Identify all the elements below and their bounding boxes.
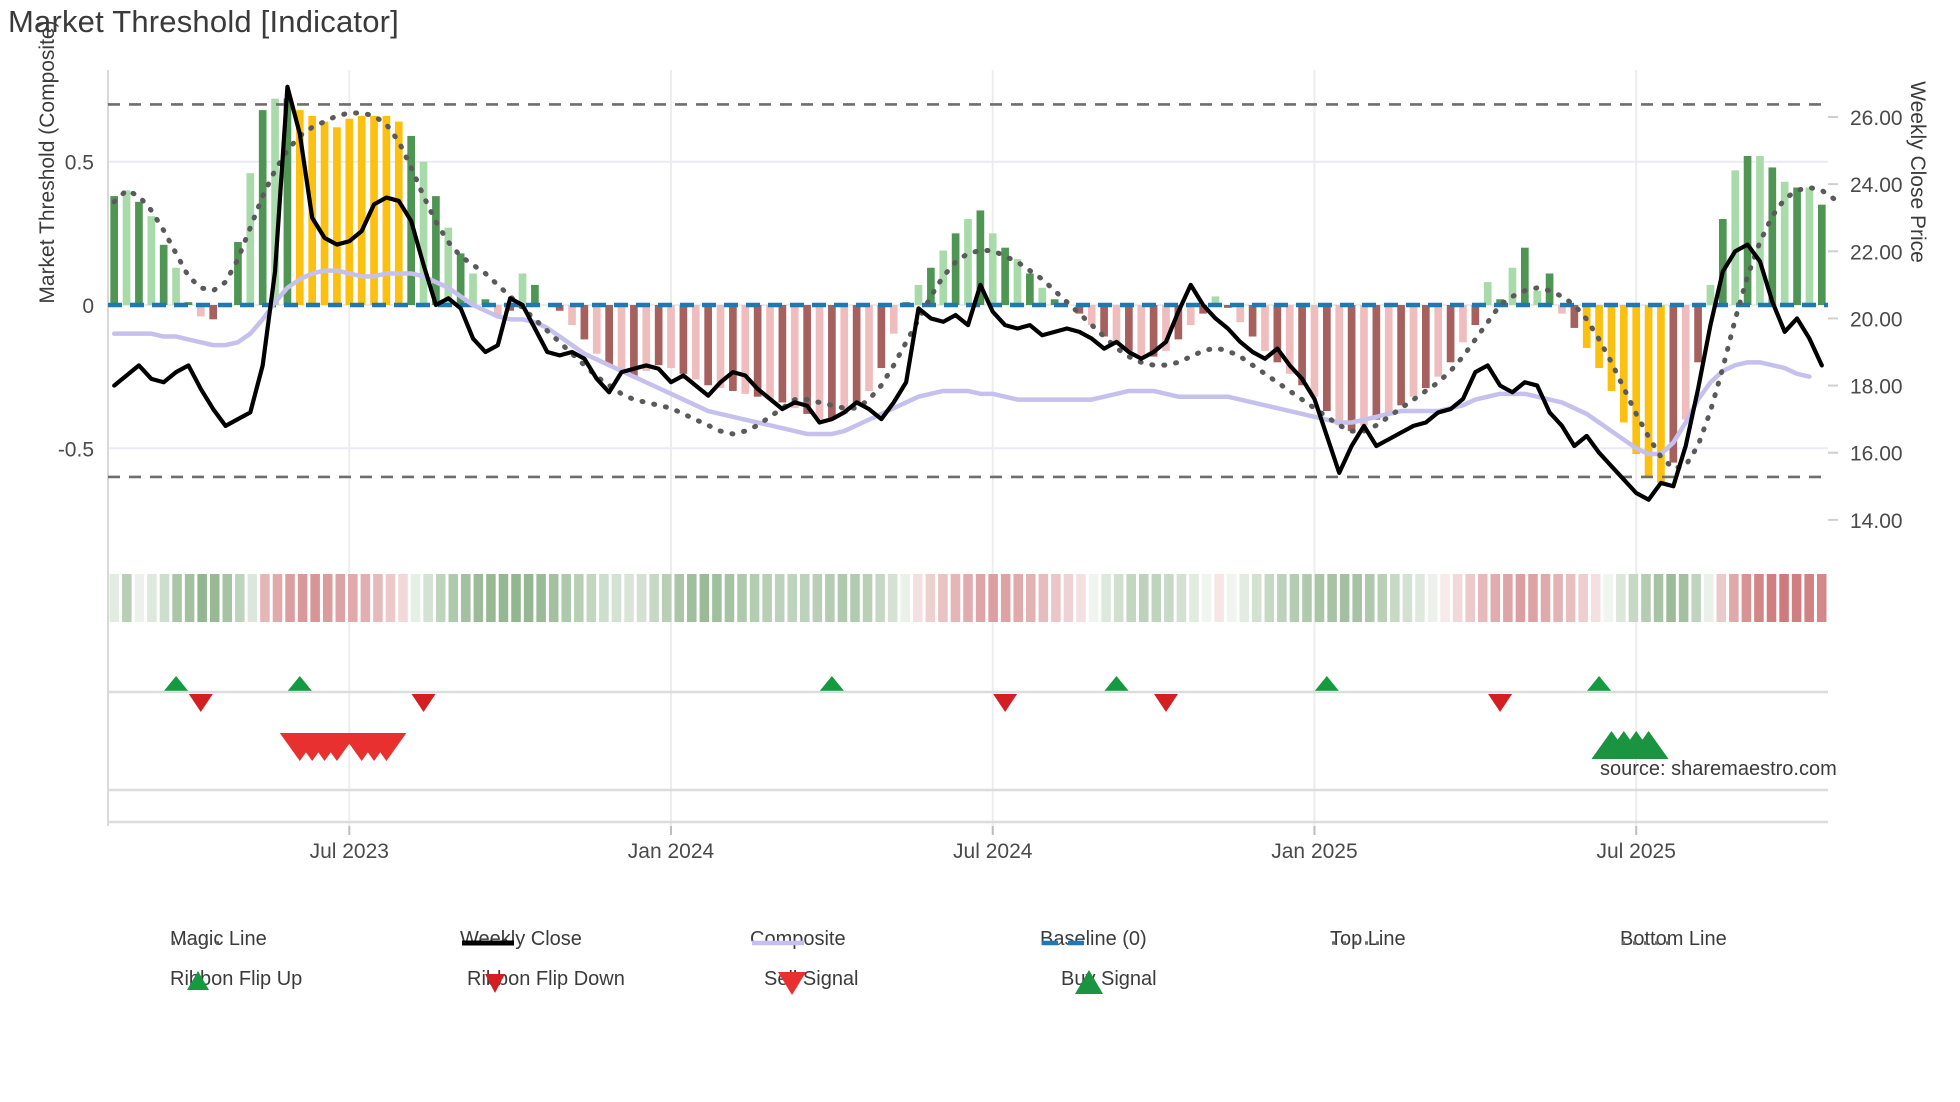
axis-ticks: 0.5 0 -0.5 26.00 24.00 22.00 20.00 18.00 16.00 14…	[58, 107, 1903, 863]
x-axis-tick: Jul 2023	[310, 840, 389, 863]
ribbon-flip-down-marker	[1153, 694, 1178, 712]
legend-marker-triangle-down-small	[485, 974, 505, 993]
source-note: source: sharemaestro.com	[1600, 758, 1837, 780]
y-axis-right-tick: 16.00	[1850, 443, 1903, 466]
legend-marker-dotted-line	[172, 941, 224, 945]
buy-signal-marker	[1628, 731, 1669, 759]
page-title: Market Threshold [Indicator]	[8, 4, 399, 39]
legend-label: Ribbon Flip Down	[467, 968, 625, 990]
x-axis-tick: Jan 2024	[628, 840, 715, 863]
legend-marker-solid-line	[752, 940, 804, 946]
y-axis-right-tick: 20.00	[1850, 308, 1903, 331]
legend-row-lines: Magic Line Weekly Close Composite Baseline …	[170, 928, 1910, 964]
y-axis-left-tick: 0.5	[65, 152, 94, 175]
y-axis-right-tick: 26.00	[1850, 107, 1903, 130]
y-axis-left-tick: -0.5	[58, 438, 94, 461]
legend-marker-dotted-line	[1622, 941, 1674, 945]
ribbon-flip-down-marker	[1488, 694, 1513, 712]
histogram-bars	[110, 98, 1826, 483]
x-axis-tick: Jul 2024	[953, 840, 1033, 863]
legend-item[interactable]: Sell Signal	[764, 968, 859, 995]
legend-item[interactable]: Buy Signal	[1061, 968, 1157, 994]
x-axis-tick: Jan 2025	[1271, 840, 1357, 863]
y-axis-right-tick: 22.00	[1850, 241, 1903, 264]
legend-marker-triangle-up-large	[1075, 970, 1103, 994]
legend-item[interactable]: Bottom Line	[1620, 928, 1727, 951]
y-axis-right-tick: 14.00	[1850, 510, 1903, 533]
sell-signal-marker	[366, 733, 407, 761]
legend-marker-solid-line	[462, 940, 514, 946]
ribbon-flip-down-marker	[188, 694, 213, 712]
legend-marker-triangle-up-small	[187, 971, 209, 990]
ribbon-flip-up-marker	[1586, 676, 1613, 692]
legend-item[interactable]: Weekly Close	[460, 928, 582, 951]
y-axis-left-tick: 0	[82, 295, 94, 318]
ribbon-flip-up-marker	[163, 676, 190, 692]
ribbon-flip-up-marker	[1313, 676, 1340, 692]
ribbon-heatmap	[109, 574, 1827, 622]
legend-item[interactable]: Magic Line	[170, 928, 267, 951]
legend-marker-triangle-down-large	[778, 972, 806, 995]
ribbon-flip-down-marker	[411, 694, 436, 712]
y-axis-right-tick: 18.00	[1850, 376, 1903, 399]
legend-row-markers: Ribbon Flip Up Ribbon Flip Down Sell Signa…	[170, 968, 1910, 1004]
y-axis-right-tick: 24.00	[1850, 174, 1903, 197]
legend-label: Baseline (0)	[1040, 928, 1147, 950]
legend-label: Top Line	[1330, 928, 1406, 950]
x-axis-tick: Jul 2025	[1596, 840, 1675, 863]
legend-marker-dotted-line	[1332, 941, 1384, 945]
legend-item[interactable]: Ribbon Flip Down	[467, 968, 625, 993]
y-axis-left-label: Market Threshold (Composite)	[36, 20, 59, 304]
ribbon-flip-up-marker	[286, 676, 313, 692]
y-axis-right-label: Weekly Close Price	[1906, 81, 1929, 263]
ribbon-flip-up-marker	[1103, 676, 1130, 692]
legend-item[interactable]: Composite	[750, 928, 846, 951]
legend-item[interactable]: Ribbon Flip Up	[170, 968, 302, 991]
legend-marker-dashed-line	[1042, 940, 1094, 946]
line-series	[111, 84, 1837, 502]
signal-markers	[163, 676, 1669, 761]
panel-separators	[108, 690, 1828, 824]
legend-item[interactable]: Top Line	[1330, 928, 1406, 951]
threshold-lines	[108, 103, 1828, 479]
gridlines	[107, 70, 1828, 826]
ribbon-flip-down-marker	[993, 694, 1018, 712]
legend-item[interactable]: Baseline (0)	[1040, 928, 1147, 951]
ribbon-flip-up-marker	[818, 676, 845, 692]
